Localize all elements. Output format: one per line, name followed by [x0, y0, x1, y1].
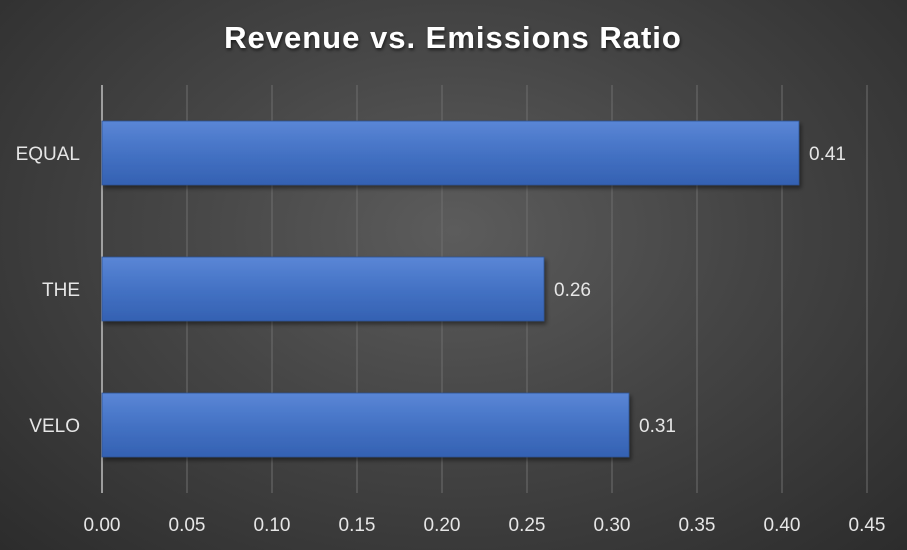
category-label: VELO [29, 416, 80, 437]
category-axis: EQUAL THE VELO [16, 144, 80, 437]
bar [101, 256, 545, 322]
x-tick-label: 0.35 [679, 515, 716, 536]
chart-title: Revenue vs. Emissions Ratio [224, 20, 682, 55]
x-tick-label: 0.10 [254, 515, 291, 536]
data-label: 0.31 [639, 416, 676, 437]
data-label: 0.41 [809, 144, 846, 165]
bar [101, 392, 630, 458]
bar [101, 120, 800, 186]
x-tick-label: 0.45 [849, 515, 886, 536]
value-axis: 0.00 0.05 0.10 0.15 0.20 0.25 0.30 0.35 0.40 0.45 [84, 515, 886, 536]
bars [101, 120, 800, 458]
x-tick-label: 0.15 [339, 515, 376, 536]
x-tick-label: 0.25 [509, 515, 546, 536]
x-tick-label: 0.30 [594, 515, 631, 536]
x-tick-label: 0.00 [84, 515, 121, 536]
data-labels: 0.41 0.26 0.31 [554, 144, 846, 437]
category-label: THE [42, 280, 80, 301]
x-tick-label: 0.20 [424, 515, 461, 536]
category-label: EQUAL [16, 144, 80, 165]
x-tick-label: 0.40 [764, 515, 801, 536]
data-label: 0.26 [554, 280, 591, 301]
x-tick-label: 0.05 [169, 515, 206, 536]
